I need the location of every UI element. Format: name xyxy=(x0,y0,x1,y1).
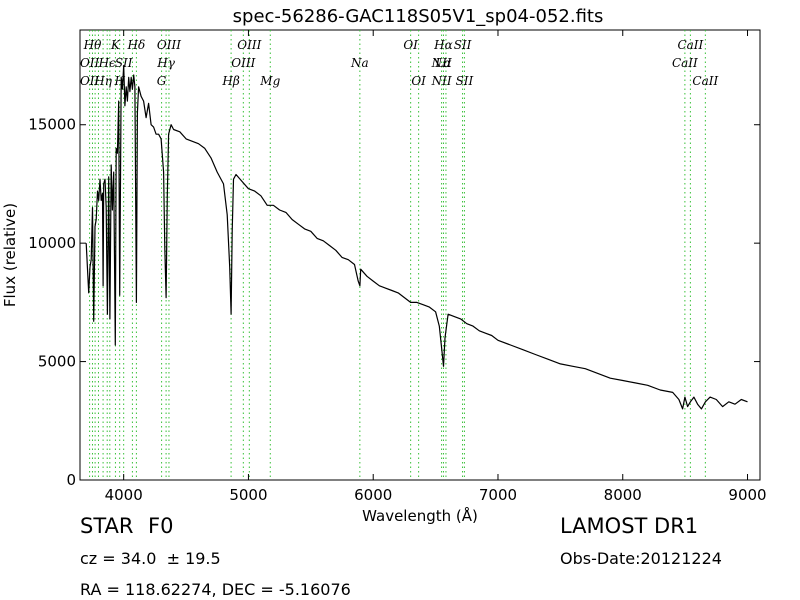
line-label-22-1: NII xyxy=(431,74,452,88)
line-label-17-0: OIII xyxy=(237,38,261,52)
x-tick-label-1: 5000 xyxy=(229,486,267,504)
object-class: STAR xyxy=(80,514,134,538)
y-tick-label-0: 0 xyxy=(66,471,76,489)
line-label-21-0: OI xyxy=(411,74,426,88)
line-label-9-0: SII xyxy=(115,56,133,70)
object-subclass: F0 xyxy=(148,514,174,538)
line-label-28-0: CaII xyxy=(677,38,703,52)
line-label-0-0: OII xyxy=(80,56,100,70)
plot-frame xyxy=(79,29,761,481)
x-axis-label: Wavelength (Å) xyxy=(362,506,478,525)
line-label-16-0: OIII xyxy=(231,56,255,70)
line-label-12-0: G xyxy=(157,74,167,88)
y-tick-label-1: 5000 xyxy=(38,353,76,371)
x-axis-ticks: 4000 5000 6000 7000 8000 9000 xyxy=(105,30,767,504)
spectral-line-labels: OII OII Hθ Hη Hϵ K H SII Hδ G Hγ OIII Hβ OIII OIII Mg Na… xyxy=(80,38,719,88)
x-tick-label-3: 7000 xyxy=(479,486,517,504)
y-axis-ticks: 0 5000 10000 15000 xyxy=(28,116,760,489)
line-label-7-0: K xyxy=(110,38,121,52)
chart-title: spec-56286-GAC118S05V1_sp04-052.fits xyxy=(233,6,604,27)
line-label-23-1: Lα xyxy=(434,56,451,70)
line-label-13-0: Hγ xyxy=(156,56,175,70)
coordinates: RA = 118.62274, DEC = -5.16076 xyxy=(80,580,351,599)
line-label-5-0: Hϵ xyxy=(98,56,116,70)
obs-date: Obs-Date:20121224 xyxy=(560,549,722,568)
line-label-26-0: SII xyxy=(456,74,474,88)
line-label-11-0: Hδ xyxy=(127,38,146,52)
spectral-line-markers xyxy=(89,30,706,480)
line-label-22-0: NII xyxy=(431,56,452,70)
survey-name: LAMOST DR1 xyxy=(560,514,699,538)
x-tick-label-2: 6000 xyxy=(354,486,392,504)
line-label-14-0: OIII xyxy=(157,38,181,52)
redshift-text: cz = 34.0 ± 19.5 xyxy=(80,549,221,568)
x-tick-label-5: 9000 xyxy=(728,486,766,504)
line-label-8-0: H xyxy=(113,74,125,88)
line-label-0-1: OII xyxy=(80,74,100,88)
spectrum-line xyxy=(85,64,748,410)
line-label-25-0: SII xyxy=(454,38,472,52)
line-label-20-0: OI xyxy=(403,38,418,52)
line-label-23-0: Hα xyxy=(433,38,453,52)
y-tick-label-3: 15000 xyxy=(28,116,76,134)
line-label-18-0: Mg xyxy=(259,74,280,88)
x-tick-label-4: 8000 xyxy=(604,486,642,504)
y-axis-label: Flux (relative) xyxy=(1,203,19,307)
line-label-19-0: Na xyxy=(350,56,369,70)
y-tick-label-2: 10000 xyxy=(28,234,76,252)
line-label-4-0: Hη xyxy=(93,74,112,88)
line-label-29-0: CaII xyxy=(692,74,718,88)
x-tick-label-0: 4000 xyxy=(105,486,143,504)
line-label-27-0: CaII xyxy=(672,56,698,70)
line-label-1-0: Hθ xyxy=(83,38,102,52)
line-label-15-0: Hβ xyxy=(221,74,239,88)
